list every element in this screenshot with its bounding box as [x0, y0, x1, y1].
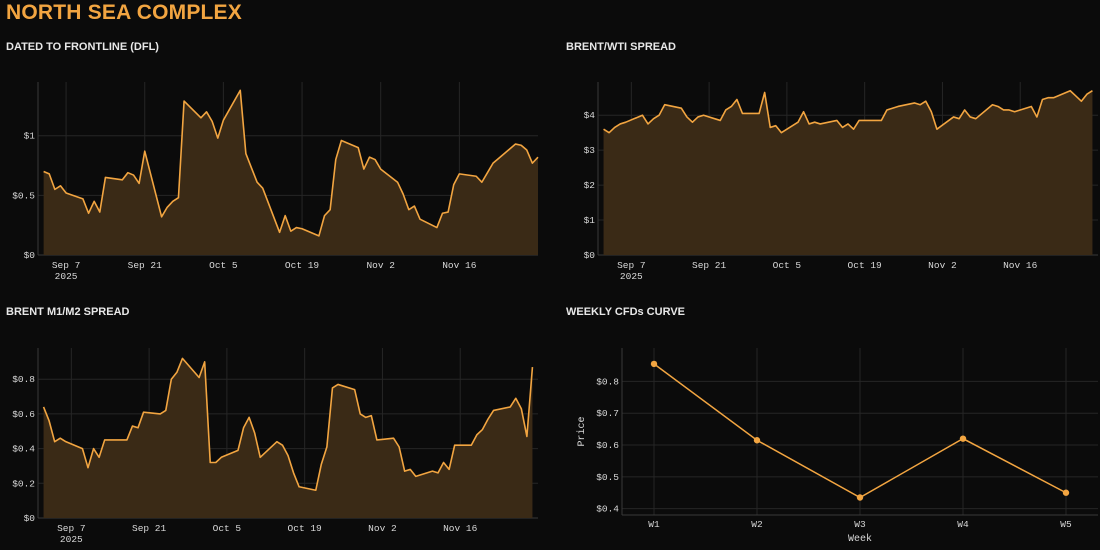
y-tick-label: $0.2 [12, 478, 35, 489]
series-line [42, 357, 534, 492]
x-tick-label: W1 [648, 519, 660, 530]
y-tick-label: $4 [584, 110, 596, 121]
data-point [650, 360, 658, 368]
x-tick-label: Nov 16 [442, 260, 477, 271]
data-point [959, 435, 967, 442]
grid [622, 348, 1098, 515]
series-line [43, 89, 539, 237]
panel-title-dfl: DATED TO FRONTLINE (DFL) [6, 41, 159, 53]
data-point [1062, 489, 1070, 496]
x-tick-label: Oct 5 [773, 260, 802, 271]
x-tick-label: Sep 7 [57, 523, 86, 534]
x-tick-label: W4 [957, 519, 969, 530]
x-tick-label: Nov 2 [366, 260, 395, 271]
x-tick-label: Sep 21 [128, 260, 163, 271]
panel-title-brent-wti: BRENT/WTI SPREAD [566, 41, 676, 53]
y-axis-title: Price [576, 416, 588, 446]
x-tick-label: W5 [1060, 519, 1072, 530]
y-tick-label: $0.8 [596, 376, 619, 387]
x-tick-label: Nov 16 [443, 523, 478, 534]
y-tick-label: $2 [584, 180, 596, 191]
series-area [43, 90, 538, 256]
series-area [43, 358, 533, 518]
y-tick-label: $0.6 [12, 409, 35, 420]
page-title: NORTH SEA COMPLEX [6, 1, 242, 24]
x-tick-label: Oct 5 [209, 260, 238, 271]
x-tick-year-label: 2025 [620, 271, 643, 282]
y-tick-label: $0.6 [596, 440, 619, 451]
data-point [856, 494, 864, 501]
x-tick-label: Oct 19 [285, 260, 320, 271]
x-tick-label: Sep 21 [692, 260, 727, 271]
x-tick-label: Nov 2 [928, 260, 957, 271]
x-tick-label: Sep 21 [132, 523, 167, 534]
y-tick-label: $0.4 [596, 504, 619, 515]
x-tick-label: W3 [854, 519, 866, 530]
y-tick-label: $0 [24, 250, 36, 261]
x-tick-year-label: 2025 [55, 271, 78, 282]
y-tick-label: $0.5 [596, 472, 619, 483]
y-tick-label: $1 [24, 131, 36, 142]
x-axis-title: Week [848, 533, 872, 545]
x-tick-label: Sep 7 [617, 260, 646, 271]
series-area [603, 90, 1093, 256]
y-tick-label: $3 [584, 145, 596, 156]
y-tick-label: $1 [584, 215, 596, 226]
x-tick-label: Nov 16 [1003, 260, 1038, 271]
y-tick-label: $0.8 [12, 374, 35, 385]
panel-title-brent-m1m2: BRENT M1/M2 SPREAD [6, 306, 130, 318]
panel-title-weekly-cfds: WEEKLY CFDs CURVE [566, 306, 685, 318]
y-tick-label: $0.5 [12, 190, 35, 201]
data-point [753, 437, 761, 444]
x-tick-label: Oct 5 [213, 523, 242, 534]
y-tick-label: $0 [584, 250, 596, 261]
x-tick-label: Nov 2 [368, 523, 397, 534]
y-tick-label: $0.4 [12, 444, 35, 455]
y-tick-label: $0.7 [596, 408, 619, 419]
x-tick-year-label: 2025 [60, 534, 83, 545]
x-tick-label: W2 [751, 519, 763, 530]
y-tick-label: $0 [24, 513, 36, 524]
x-tick-label: Sep 7 [52, 260, 81, 271]
series-line [603, 89, 1093, 134]
x-tick-label: Oct 19 [848, 260, 883, 271]
x-tick-label: Oct 19 [288, 523, 323, 534]
